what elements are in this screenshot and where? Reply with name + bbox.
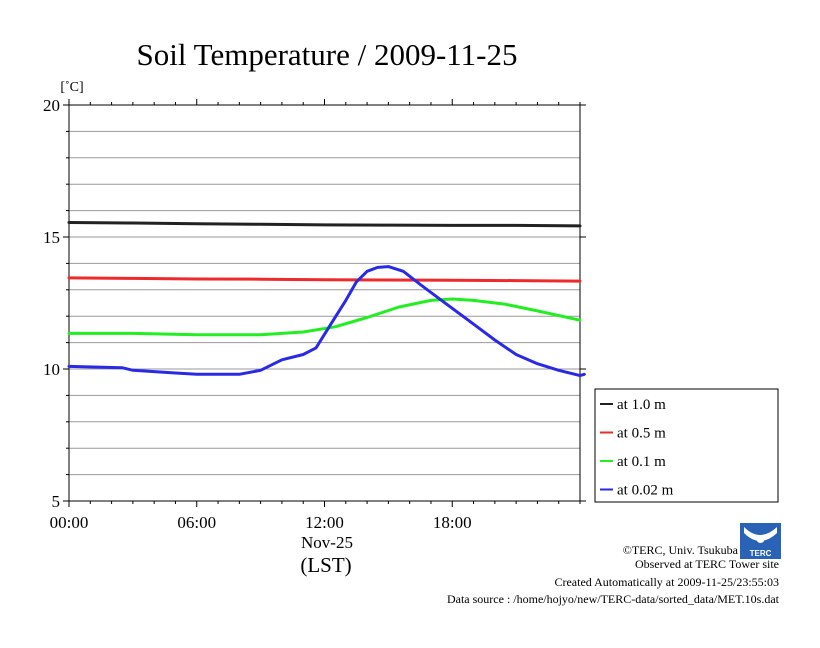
x-tick-label-6: 06:00 xyxy=(177,513,216,532)
legend-label-2: at 0.1 m xyxy=(617,454,666,470)
legend-label-0: at 1.0 m xyxy=(617,397,666,413)
terc-logo: TERC xyxy=(740,523,781,559)
x-tick-label-0: 00:00 xyxy=(50,513,89,532)
y-tick-label-10: 10 xyxy=(43,360,60,379)
series-line-1 xyxy=(67,276,582,283)
x-tick-label-18: 18:00 xyxy=(433,513,472,532)
x-axis-label: (LST) xyxy=(300,553,351,577)
footer-source: Data source : /home/hojyo/new/TERC-data/… xyxy=(446,592,779,606)
legend-label-3: at 0.02 m xyxy=(617,483,674,499)
legend-label-1: at 0.5 m xyxy=(617,426,666,442)
series-line-2 xyxy=(67,297,582,337)
y-tick-label-20: 20 xyxy=(43,96,60,115)
footer-copyright: ©TERC, Univ. Tsukuba xyxy=(622,543,738,557)
series-line-3 xyxy=(67,265,586,378)
series-lines xyxy=(67,221,586,378)
series-line-0 xyxy=(67,221,582,228)
x-tick-label-12: 12:00 xyxy=(305,513,344,532)
footer-observed: Observed at TERC Tower site xyxy=(634,557,779,571)
svg-text:TERC: TERC xyxy=(750,549,772,558)
y-tick-label-15: 15 xyxy=(43,228,60,247)
chart-title: Soil Temperature / 2009-11-25 xyxy=(137,37,518,72)
grid xyxy=(69,130,580,476)
y-tick-label-5: 5 xyxy=(52,492,61,511)
legend: at 1.0 m at 0.5 m at 0.1 m at 0.02 m xyxy=(594,388,779,503)
axis-ticks: 20 15 10 5 00:00 06:00 12:00 18:00 xyxy=(43,96,586,532)
footer-created: Created Automatically at 2009-11-25/23:5… xyxy=(554,575,779,589)
y-axis-label: [˚C] xyxy=(60,80,83,95)
legend-box xyxy=(594,388,779,503)
x-axis-date-label: Nov-25 xyxy=(301,533,353,552)
